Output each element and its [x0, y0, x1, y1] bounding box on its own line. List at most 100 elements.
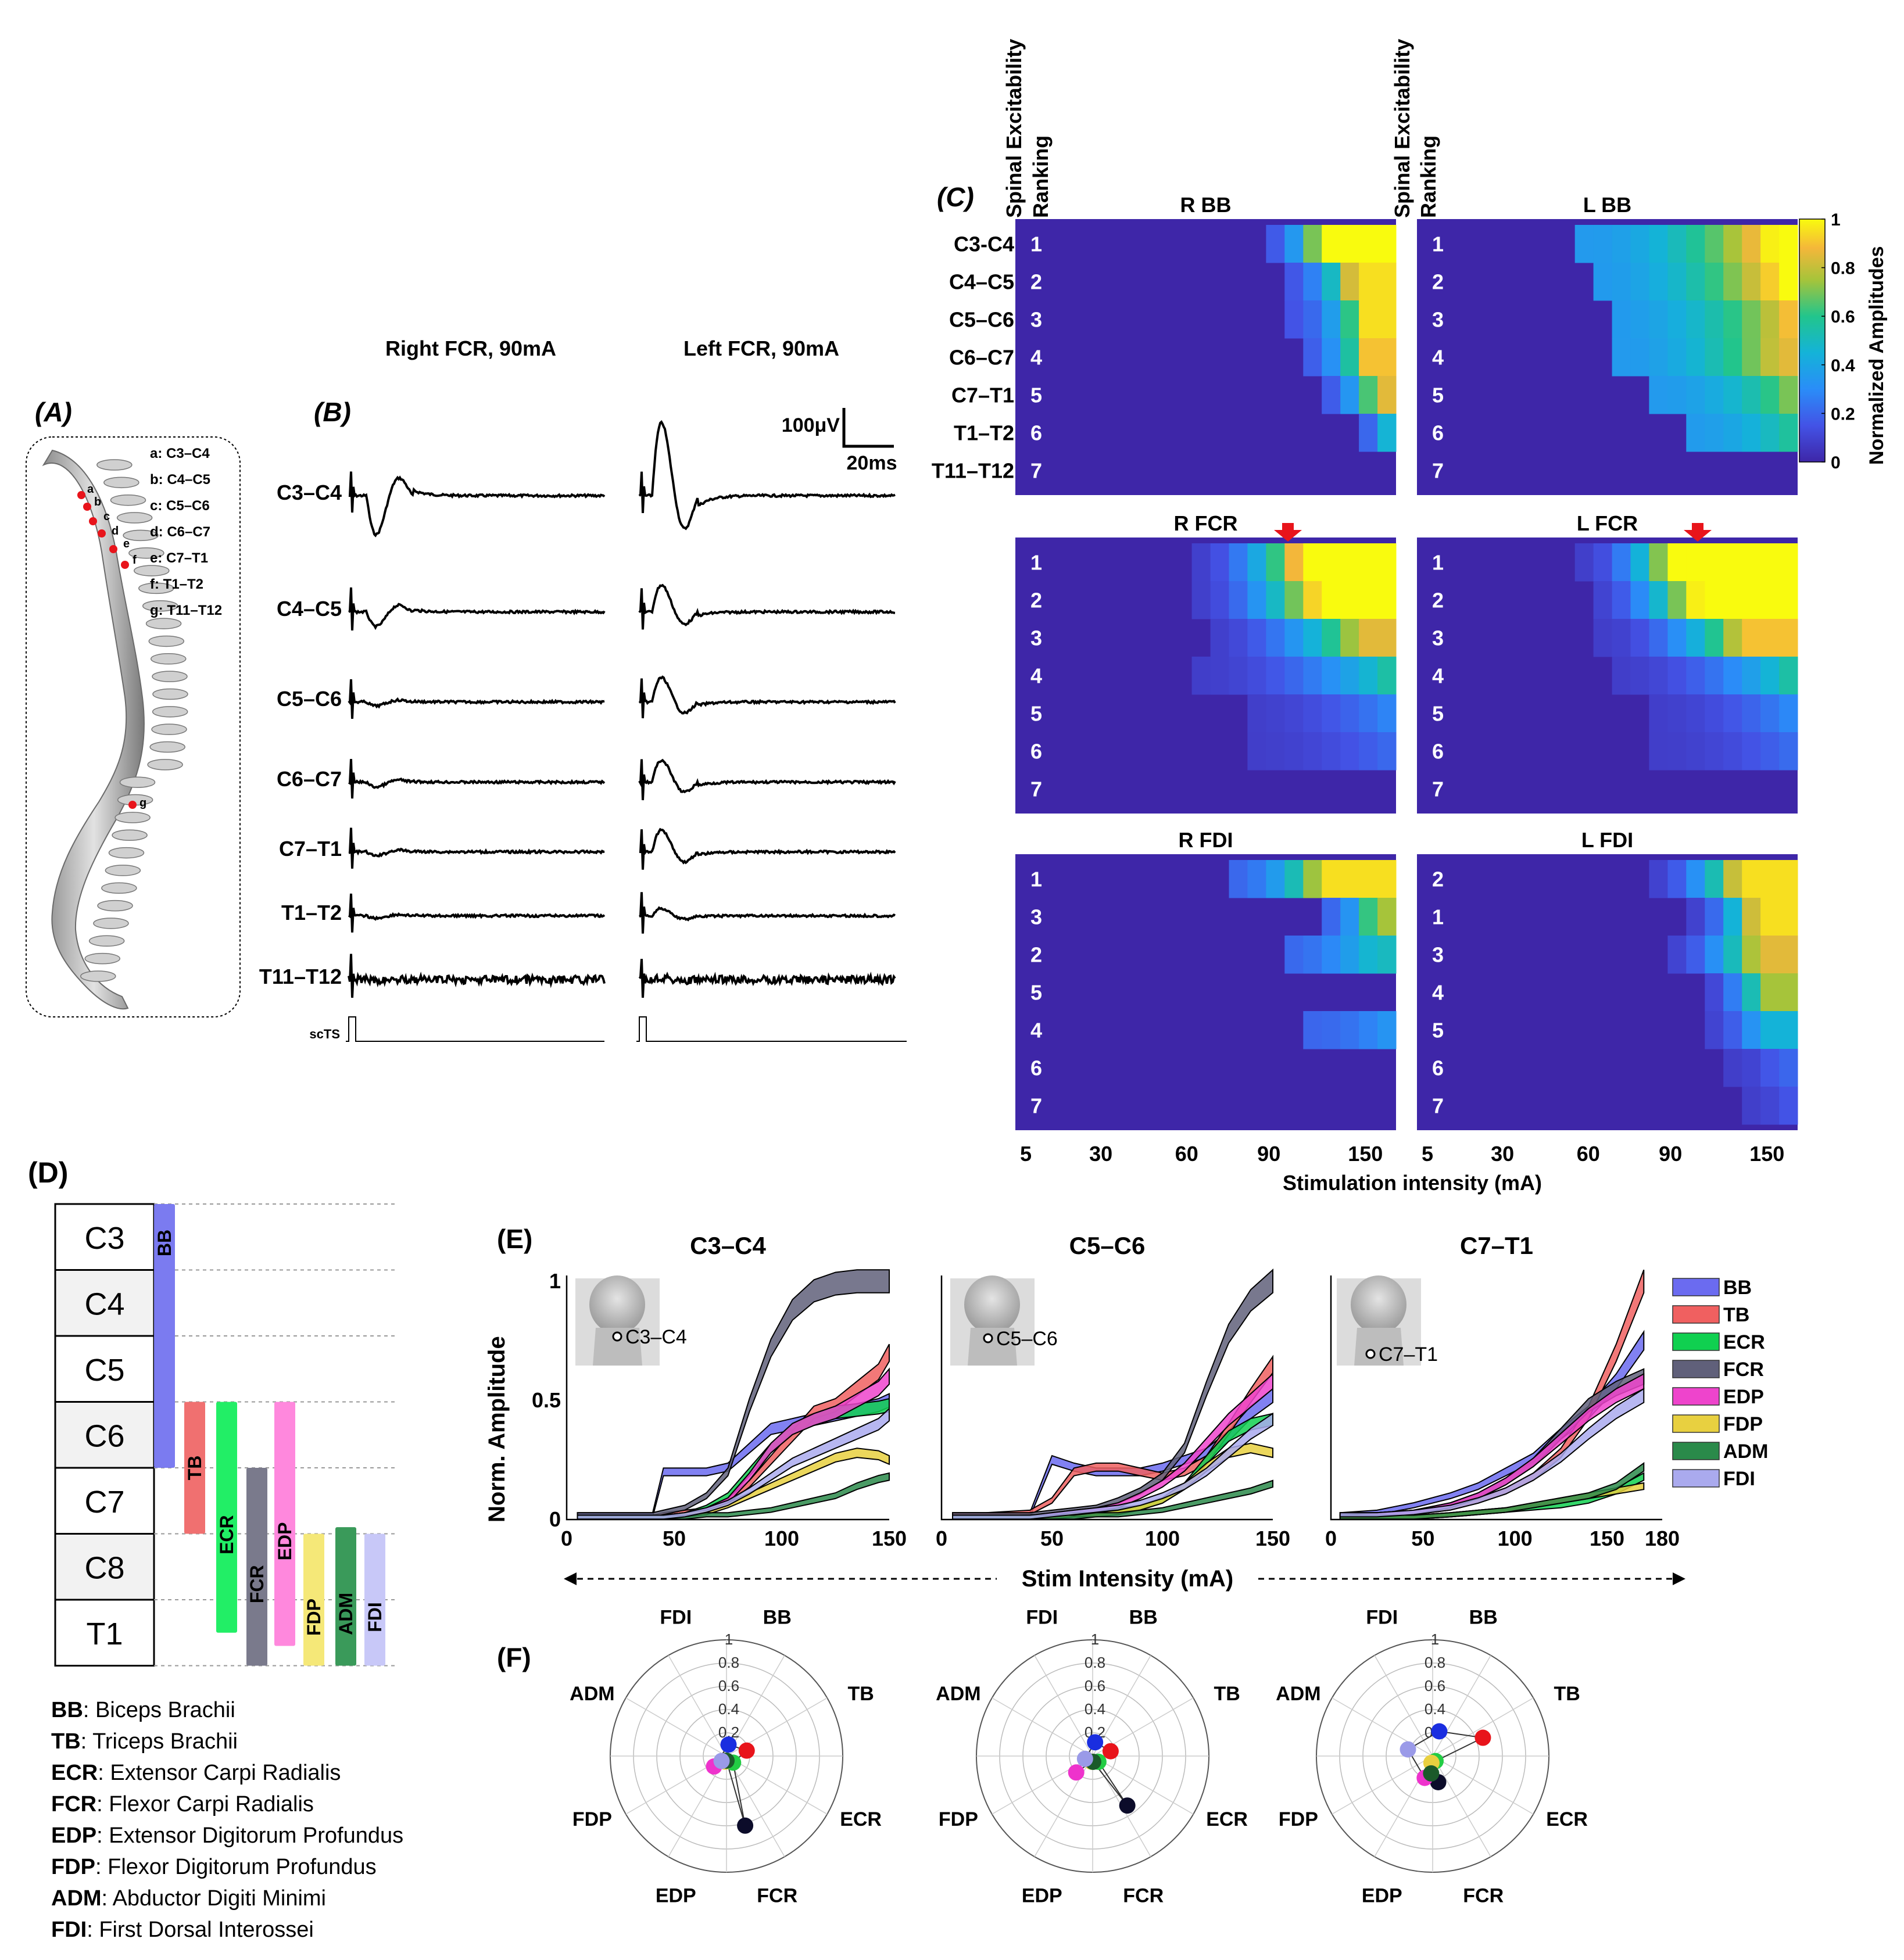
segment-cell: [54, 1599, 155, 1667]
heatmap-cell: [1266, 860, 1285, 898]
y-tick-label: 0.5: [532, 1388, 561, 1412]
polar-axis-label: BB: [1469, 1606, 1498, 1628]
heatmap-cell: [1612, 657, 1631, 695]
innervation-bar-label: TB: [184, 1456, 205, 1481]
polar-point-adm: [1423, 1765, 1440, 1782]
heatmap-rank-label: 6: [1432, 1056, 1444, 1080]
left-fcr-title: Left FCR, 90mA: [683, 336, 839, 360]
heatmap-cell: [1340, 898, 1359, 936]
trace-right: [348, 471, 606, 538]
heatmap-cell: [1649, 338, 1668, 377]
polar-axis-label: BB: [1129, 1606, 1158, 1628]
heatmap-cell: [1322, 694, 1341, 733]
heatmap-rank-label: 5: [1030, 981, 1042, 1005]
chart-axes: [1330, 1275, 1662, 1521]
heatmap-cell: [1303, 338, 1322, 377]
heatmap-cell: [1667, 581, 1687, 619]
col-header-right-line1: Spinal Excitability: [1390, 39, 1414, 218]
polar-axis-label: BB: [763, 1606, 792, 1628]
heatmap-cell: [1630, 300, 1649, 339]
stim-site-marker: [983, 1333, 993, 1343]
chart-axes: [566, 1275, 889, 1521]
heatmap-r-fdi: R FDI 1 3 2 5 4 6 7: [1015, 828, 1397, 1130]
level-legend-item: f: T1–T2: [150, 576, 203, 592]
heatmap-rank-label: 3: [1432, 943, 1444, 967]
heatmap-cell: [1705, 973, 1724, 1012]
heatmap-cell: [1303, 657, 1322, 695]
heatmap-cell: [1723, 338, 1742, 377]
spine-vertebrae: [80, 459, 188, 982]
recruitment-chart-2: C5–C6 C5–C6 0 50 100 150: [936, 1232, 1290, 1550]
heatmap-cell: [1705, 619, 1724, 657]
heatmap-cell: [1340, 619, 1359, 657]
segment-label: C4: [84, 1287, 124, 1321]
heatmap-cell: [1322, 581, 1341, 619]
level-marker-c: [89, 517, 97, 525]
polar-spoke: [726, 1755, 785, 1857]
segment-label: C6: [84, 1418, 124, 1453]
vertebra: [152, 706, 188, 718]
heatmap-l-fdi: L FDI 2 1 3 4 5 6 7: [1417, 828, 1798, 1130]
heatmap-cell: [1686, 414, 1705, 452]
heatmap-cell: [1284, 300, 1304, 339]
heatmap-cell: [1229, 860, 1248, 898]
heatmap-cell: [1686, 936, 1705, 974]
polar-axis-label: FCR: [757, 1885, 797, 1907]
scale-bar: 100μV 20ms: [782, 408, 897, 474]
heatmap-cell: [1705, 543, 1724, 582]
heatmap-cell: [1303, 263, 1322, 301]
heatmap-cell: [1742, 1049, 1761, 1087]
heatmap-title: L BB: [1583, 193, 1631, 217]
polar-axis-label: TB: [1554, 1683, 1580, 1705]
panel-d: (D) C3 C4 C5 C6 C7 C8 T1 BB TB ECR FCR EDP FDP ADM FD…: [28, 1156, 403, 1942]
trace-right: [348, 827, 605, 869]
glossary-definition: : First Dorsal Interossei: [87, 1918, 314, 1942]
heatmap-cell: [1723, 300, 1742, 339]
e-xlabel: Stim Intensity (mA): [1022, 1566, 1233, 1592]
heatmap-cell: [1723, 619, 1742, 657]
level-marker-letter: b: [94, 496, 101, 508]
heatmap-cell: [1723, 263, 1742, 301]
heatmap-cell: [1322, 376, 1341, 414]
heatmap-cell: [1760, 376, 1780, 414]
vertebra: [93, 918, 129, 929]
polar-axis-label: FCR: [1123, 1885, 1164, 1907]
heatmap-cell: [1649, 376, 1668, 414]
polar-axis-label: EDP: [1362, 1885, 1402, 1907]
x-tick-label: 0: [936, 1527, 947, 1550]
heatmap-cell: [1612, 619, 1631, 657]
heatmap-cell: [1284, 657, 1304, 695]
heatmap-cell: [1612, 581, 1631, 619]
vertebra: [116, 512, 153, 524]
x-tick-label: 150: [1590, 1527, 1624, 1550]
glossary-definition: : Flexor Carpi Radialis: [96, 1792, 314, 1816]
heatmap-cell: [1322, 898, 1341, 936]
heatmap-rank-label: 3: [1030, 308, 1042, 332]
trace-level-label: C4–C5: [277, 597, 342, 621]
polar-r-tick: 0.6: [718, 1677, 739, 1694]
heatmap-cell: [1612, 225, 1631, 263]
heatmap-cell: [1340, 263, 1359, 301]
polar-point-bb: [1431, 1723, 1448, 1740]
heatmap-cell: [1779, 936, 1798, 974]
glossary-definition: : Biceps Brachii: [83, 1698, 235, 1722]
heatmap-cell: [1266, 225, 1285, 263]
heatmap-row-label: C6–C7: [949, 346, 1014, 370]
heatmap-cell: [1303, 543, 1322, 582]
heatmap-cell: [1359, 657, 1378, 695]
panel-c: (C) Spinal Excitability Ranking Spinal E…: [932, 39, 1888, 1195]
vertebra: [151, 653, 187, 665]
heatmap-cell: [1686, 338, 1705, 377]
trace-right: [348, 679, 605, 719]
heatmap-title: L FDI: [1581, 828, 1633, 852]
heatmap-cell: [1191, 581, 1211, 619]
polar-spoke: [726, 1655, 785, 1757]
level-legend-item: b: C4–C5: [150, 472, 210, 488]
polar-spoke: [1432, 1697, 1534, 1757]
heatmap-cell: [1686, 263, 1705, 301]
heatmap-cell: [1779, 1049, 1798, 1087]
heatmap-cell: [1303, 694, 1322, 733]
